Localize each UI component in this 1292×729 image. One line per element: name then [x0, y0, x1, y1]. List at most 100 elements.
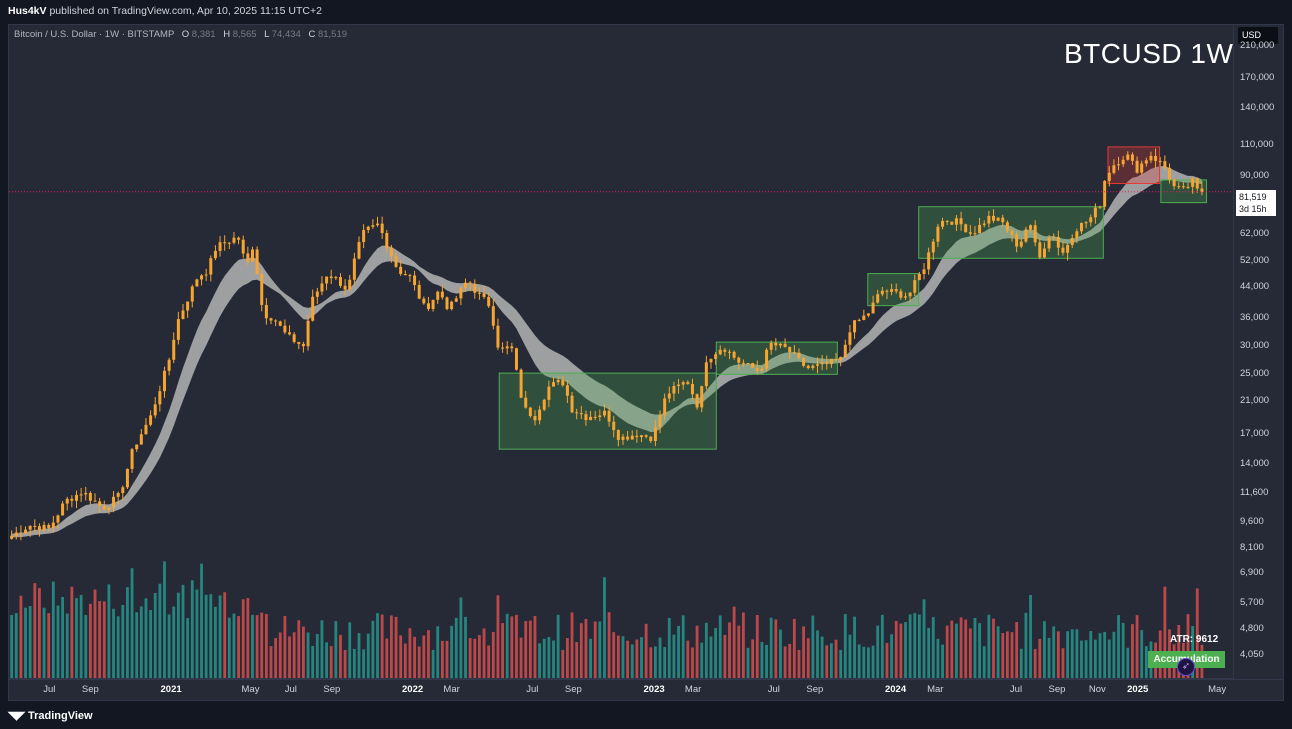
volume-bar	[857, 644, 861, 678]
candle-body	[501, 347, 505, 349]
volume-bar	[38, 588, 41, 678]
candle-body	[816, 364, 820, 366]
candle-body	[186, 301, 190, 311]
volume-bar	[978, 623, 981, 678]
open-value: 8,381	[191, 29, 216, 40]
candle-body	[125, 468, 129, 488]
candle-body	[774, 342, 778, 346]
rocket-icon[interactable]: ➶	[1177, 658, 1195, 676]
time-scale[interactable]	[8, 679, 1284, 701]
volume-bar	[996, 626, 1000, 678]
candle-body	[162, 370, 166, 392]
volume-bar	[241, 599, 245, 678]
candle-body	[616, 430, 620, 440]
candle-body	[732, 351, 736, 358]
candle-body	[1066, 244, 1070, 253]
volume-bar	[746, 647, 750, 678]
tradingview-logo[interactable]: ◥◤ TradingView	[8, 709, 93, 722]
candle-body	[139, 434, 143, 445]
volume-bar	[992, 618, 995, 678]
candle-body	[213, 250, 217, 259]
price-tick-label: 110,000	[1240, 139, 1274, 151]
time-tick-label: Jul	[43, 684, 56, 695]
symbol-name[interactable]: Bitcoin / U.S. Dollar · 1W · BITSTAMP	[14, 29, 175, 40]
time-tick-label: Sep	[806, 684, 824, 695]
volume-bar	[718, 615, 722, 678]
volume-bar	[945, 625, 949, 678]
candle-body	[792, 352, 796, 354]
time-tick-label: May	[241, 684, 260, 695]
candle-body	[672, 386, 676, 394]
volume-bar	[1056, 631, 1060, 678]
candle-body	[181, 310, 185, 320]
volume-bar	[1038, 638, 1042, 678]
price-tick-label: 6,900	[1240, 567, 1264, 579]
volume-bar	[570, 612, 574, 678]
volume-bar	[163, 561, 166, 678]
volume-bar	[616, 635, 620, 678]
volume-bar	[765, 644, 768, 678]
price-tick-label: 36,000	[1240, 312, 1270, 323]
publisher-user[interactable]: Hus4kV	[8, 5, 47, 17]
volume-bar	[751, 639, 755, 678]
candle-body	[894, 289, 898, 292]
price-tick-label: 9,600	[1240, 516, 1264, 528]
volume-bar	[714, 628, 718, 678]
tradingview-logo-text: TradingView	[27, 710, 93, 722]
candle-body	[42, 524, 46, 531]
volume-bar	[482, 628, 486, 678]
volume-bar	[603, 577, 606, 678]
volume-bar	[973, 617, 977, 678]
price-scale[interactable]	[1234, 24, 1284, 679]
candle-body	[74, 494, 78, 501]
candle-body	[237, 237, 241, 240]
candle-body	[1121, 159, 1125, 165]
candle-body	[1126, 154, 1130, 160]
candle-body	[255, 249, 259, 275]
candle-body	[10, 535, 14, 539]
volume-bar	[440, 640, 444, 678]
volume-bar	[399, 635, 403, 678]
candle-body	[320, 283, 324, 292]
candle-body	[598, 415, 602, 417]
volume-bar	[1066, 631, 1069, 678]
volume-bar	[121, 605, 125, 678]
candle-body	[1029, 225, 1033, 230]
volume-bar	[70, 586, 74, 678]
candle-body	[464, 282, 468, 288]
volume-bar	[1103, 631, 1107, 678]
candle-body	[709, 358, 713, 363]
volume-bar	[811, 615, 815, 678]
candle-body	[153, 404, 157, 416]
candle-body	[1103, 180, 1107, 207]
candle-body	[227, 242, 231, 244]
volume-bar	[283, 616, 287, 678]
candle-body	[376, 223, 380, 226]
volume-bar	[454, 617, 458, 678]
candle-body	[385, 233, 389, 248]
symbol-legend: Bitcoin / U.S. Dollar · 1W · BITSTAMP O …	[14, 29, 347, 40]
time-tick-label: Jul	[1009, 684, 1023, 695]
candle-body	[288, 332, 292, 335]
candle-body	[829, 359, 833, 365]
volume-bar	[955, 623, 958, 678]
high-label: H	[223, 29, 231, 40]
candle-body	[250, 249, 254, 262]
volume-bar	[742, 612, 745, 678]
candle-body	[278, 321, 282, 326]
last-price-value: 81,519	[1239, 192, 1267, 202]
candle-body	[751, 363, 755, 368]
volume-bar	[691, 647, 694, 678]
candle-body	[47, 524, 51, 528]
price-tick-label: 170,000	[1240, 72, 1275, 84]
candle-body	[1005, 222, 1009, 231]
candle-body	[172, 339, 176, 360]
chart-pane[interactable]	[8, 24, 1234, 679]
candle-body	[783, 343, 787, 347]
candle-body	[862, 315, 866, 320]
candle-body	[552, 382, 556, 387]
currency-selector[interactable]: USD	[1238, 27, 1278, 44]
candle-body	[149, 415, 153, 425]
volume-bar	[885, 642, 889, 678]
high-value: 8,565	[232, 29, 257, 40]
